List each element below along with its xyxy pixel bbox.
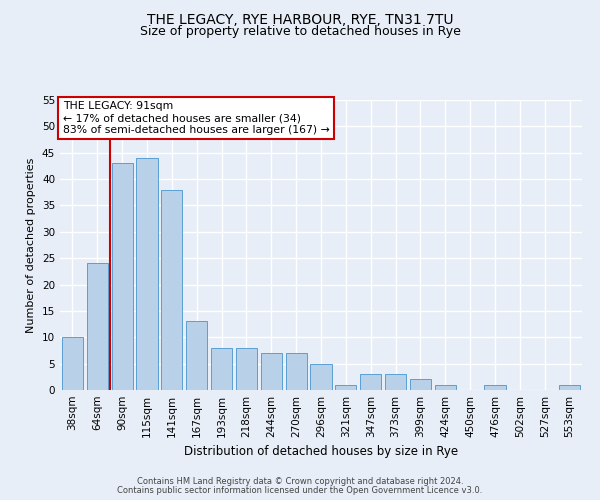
Bar	[335, 384, 356, 390]
Bar	[236, 348, 257, 390]
Bar	[87, 264, 108, 390]
Text: Contains public sector information licensed under the Open Government Licence v3: Contains public sector information licen…	[118, 486, 482, 495]
X-axis label: Distribution of detached houses by size in Rye: Distribution of detached houses by size …	[184, 446, 458, 458]
Bar	[286, 353, 307, 390]
Text: THE LEGACY, RYE HARBOUR, RYE, TN31 7TU: THE LEGACY, RYE HARBOUR, RYE, TN31 7TU	[147, 12, 453, 26]
Bar	[112, 164, 133, 390]
Bar	[435, 384, 456, 390]
Text: THE LEGACY: 91sqm
← 17% of detached houses are smaller (34)
83% of semi-detached: THE LEGACY: 91sqm ← 17% of detached hous…	[62, 102, 329, 134]
Bar	[261, 353, 282, 390]
Bar	[360, 374, 381, 390]
Bar	[186, 322, 207, 390]
Bar	[310, 364, 332, 390]
Text: Size of property relative to detached houses in Rye: Size of property relative to detached ho…	[140, 25, 460, 38]
Bar	[484, 384, 506, 390]
Bar	[211, 348, 232, 390]
Text: Contains HM Land Registry data © Crown copyright and database right 2024.: Contains HM Land Registry data © Crown c…	[137, 477, 463, 486]
Bar	[385, 374, 406, 390]
Bar	[136, 158, 158, 390]
Y-axis label: Number of detached properties: Number of detached properties	[26, 158, 37, 332]
Bar	[410, 380, 431, 390]
Bar	[559, 384, 580, 390]
Bar	[161, 190, 182, 390]
Bar	[62, 338, 83, 390]
